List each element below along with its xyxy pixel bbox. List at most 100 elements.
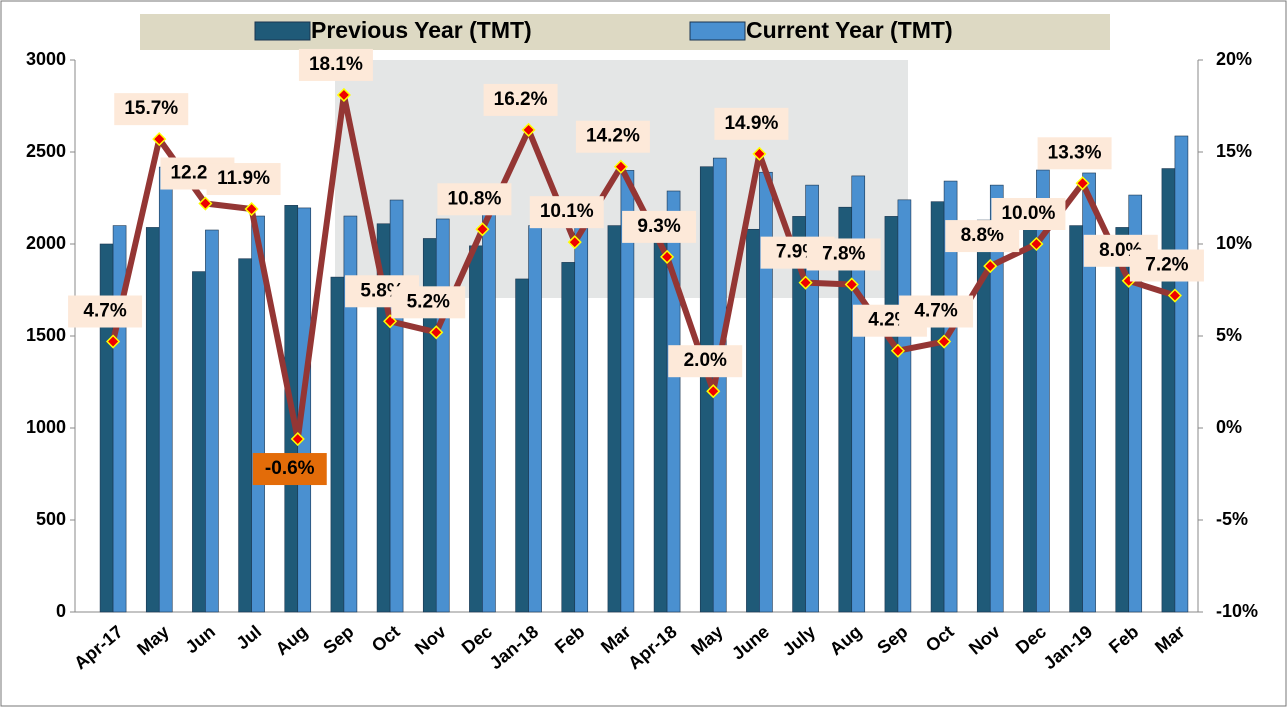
value-label-box — [714, 107, 789, 140]
value-label-box — [529, 196, 604, 229]
bar — [1036, 169, 1050, 613]
value-label: 5.2% — [407, 291, 450, 312]
marker — [429, 325, 444, 340]
y-tick-label: 1500 — [26, 325, 66, 345]
value-label: 4.7% — [83, 301, 126, 322]
marker — [890, 343, 905, 358]
bar — [251, 215, 265, 613]
bar — [884, 216, 899, 613]
bar — [145, 227, 160, 613]
y-tick-label: 2500 — [26, 141, 66, 161]
value-label-box — [114, 93, 189, 126]
bar — [574, 227, 589, 613]
marker — [1029, 236, 1044, 252]
bar — [469, 245, 483, 613]
marker — [798, 275, 813, 290]
value-label: 9.3% — [637, 216, 680, 237]
value-label-box — [899, 295, 974, 328]
marker — [1167, 288, 1182, 303]
value-label-box — [575, 120, 650, 153]
bar — [607, 225, 622, 613]
marker — [706, 384, 721, 399]
value-label: 15.7% — [124, 98, 178, 119]
value-label-box — [391, 286, 466, 319]
value-label-box — [68, 295, 143, 328]
value-label: 18.1% — [309, 54, 363, 75]
marker — [660, 249, 675, 264]
bar — [528, 225, 542, 613]
value-label: 13.3% — [1048, 142, 1102, 163]
value-label: 7.2% — [1145, 255, 1188, 276]
y-tick-label: 1000 — [26, 417, 66, 437]
value-label: 8.8% — [961, 225, 1004, 246]
bar — [515, 278, 529, 613]
marker — [106, 334, 121, 349]
value-label: 2.0% — [684, 350, 727, 371]
bar — [435, 218, 450, 613]
value-label: -0.6% — [265, 458, 315, 479]
y2-tick-label: 5% — [1216, 325, 1242, 345]
value-label: 11.9% — [217, 168, 270, 189]
legend-label: Previous Year (TMT) — [311, 17, 532, 43]
bar — [620, 170, 635, 613]
bar — [1128, 194, 1143, 613]
bar — [1069, 225, 1083, 613]
value-label: 4.7% — [914, 301, 957, 322]
bar — [205, 229, 219, 613]
value-label-box — [252, 453, 327, 486]
value-label: 14.2% — [586, 126, 640, 147]
value-label: 7.8% — [822, 243, 865, 264]
marker — [937, 334, 952, 349]
y2-tick-label: -10% — [1216, 601, 1258, 621]
value-label-box — [991, 198, 1066, 230]
legend-swatch — [689, 21, 746, 41]
bar — [666, 190, 681, 613]
value-label: 14.9% — [724, 113, 778, 134]
y2-tick-label: 20% — [1216, 49, 1252, 69]
marker — [290, 431, 305, 447]
legend-label: Current Year (TMT) — [746, 17, 953, 43]
value-label: 10.8% — [447, 188, 501, 209]
value-label: 16.2% — [494, 89, 548, 110]
marker — [198, 196, 213, 211]
value-label-box — [806, 238, 881, 271]
value-label-box — [437, 183, 512, 216]
y2-tick-label: 10% — [1216, 233, 1252, 253]
marker — [336, 87, 351, 103]
bar — [897, 199, 912, 613]
marker — [752, 146, 767, 161]
marker — [152, 132, 167, 147]
bar — [561, 262, 576, 613]
bar — [989, 184, 1004, 613]
bar — [805, 184, 819, 613]
bar — [653, 226, 668, 613]
value-label: 10.1% — [540, 201, 594, 222]
y-tick-label: 500 — [36, 509, 66, 529]
marker — [844, 277, 859, 292]
value-label-box — [298, 48, 373, 81]
bar — [330, 276, 345, 613]
value-label: 10.0% — [1001, 203, 1055, 224]
bar — [158, 166, 173, 613]
bar — [343, 215, 358, 613]
bar — [930, 201, 945, 613]
bar — [1174, 135, 1189, 613]
value-label-box — [483, 83, 558, 116]
bar — [238, 258, 252, 613]
value-label-box — [1037, 137, 1112, 170]
marker — [983, 259, 998, 274]
value-label-box — [1129, 249, 1204, 282]
bar — [746, 228, 760, 613]
y2-tick-label: 15% — [1216, 141, 1252, 161]
bar — [1082, 172, 1096, 613]
bar — [389, 199, 404, 613]
legend-swatch — [254, 21, 311, 41]
bar — [943, 180, 958, 613]
y-tick-label: 0 — [56, 601, 66, 621]
value-label-box — [668, 345, 743, 378]
value-label-box — [206, 163, 281, 196]
y-tick-label: 3000 — [26, 49, 66, 69]
marker — [613, 159, 628, 174]
bar — [482, 205, 496, 613]
